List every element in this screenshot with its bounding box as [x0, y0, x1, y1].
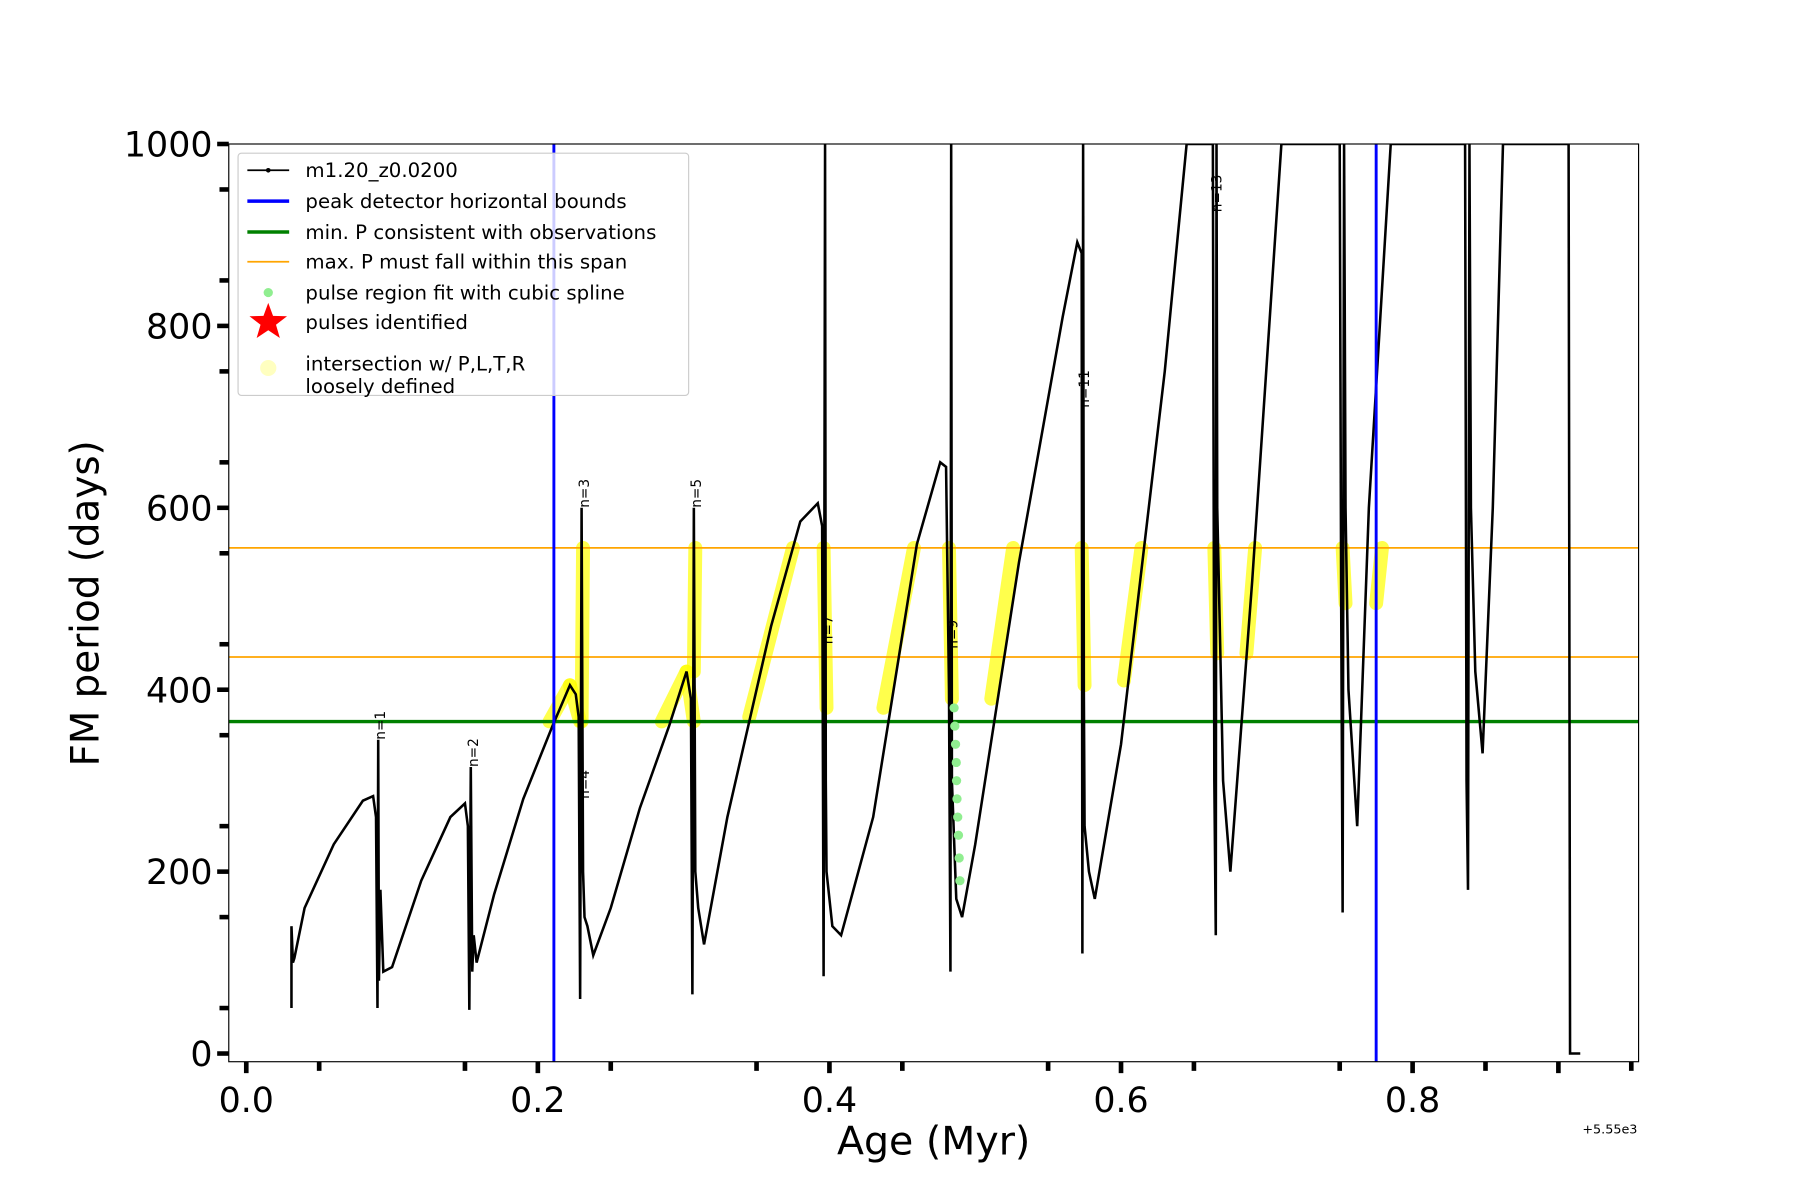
- y-tick-label: 800: [146, 308, 212, 348]
- pulse-annotation: n=13: [1210, 175, 1226, 213]
- y-tick-label: 400: [146, 672, 212, 712]
- spline-point: [950, 739, 961, 749]
- y-tick-label: 0: [190, 1035, 212, 1075]
- spline-point: [953, 830, 964, 840]
- legend-label: min. P consistent with observations: [305, 221, 656, 244]
- series-line: [290, 144, 1581, 1055]
- x-offset-label: +5.55e3: [1582, 1122, 1637, 1137]
- x-tick-label: 0.4: [802, 1081, 857, 1121]
- legend-label: pulse region fit with cubic spline: [305, 282, 624, 305]
- legend-label: intersection w/ P,L,T,R: [305, 352, 525, 375]
- pulse-annotation: n=4: [577, 770, 593, 799]
- intersection-region: [1116, 540, 1149, 688]
- intersection-region: [876, 540, 921, 715]
- legend-label: loosely defined: [305, 375, 455, 398]
- legend-bigdot-icon: [260, 360, 277, 376]
- legend-label: max. P must fall within this span: [305, 251, 627, 274]
- pulse-annotation: n=7: [820, 615, 836, 644]
- spline-point: [952, 794, 962, 804]
- axes-frame: [228, 143, 1640, 1063]
- x-axis-label: Age (Myr): [837, 1120, 1030, 1165]
- axis-ticks: 0 200 400 600 800 1000 0.0 0.2 0.4 0.6 0.8: [124, 126, 1634, 1121]
- y-axis-label: FM period (days): [63, 440, 108, 766]
- pulse-annotation: n=1: [373, 711, 389, 740]
- spline-point: [954, 853, 964, 863]
- pulse-annotation: n=2: [466, 738, 482, 767]
- y-tick-label: 600: [146, 490, 212, 530]
- legend-dot-icon: [265, 168, 271, 173]
- legend-label: m1.20_z0.0200: [305, 159, 457, 182]
- pulse-annotation: n=3: [577, 479, 593, 508]
- spline-point: [951, 757, 961, 768]
- x-tick-label: 0.6: [1093, 1081, 1148, 1121]
- legend-dot-icon: [263, 288, 273, 298]
- spline-point: [950, 721, 960, 731]
- spline-point: [953, 812, 963, 822]
- legend-label: peak detector horizontal bounds: [305, 190, 626, 213]
- x-tick-label: 0.8: [1385, 1081, 1440, 1121]
- y-tick-label: 1000: [124, 126, 213, 166]
- star-icon: [249, 302, 288, 339]
- legend-label: pulses identified: [305, 311, 467, 334]
- pulse-annotation: n=9: [946, 620, 962, 649]
- spline-point: [955, 876, 965, 886]
- pulse-annotation: n=5: [689, 479, 705, 508]
- spline-point: [951, 776, 962, 786]
- pulse-annotation: n=11: [1077, 370, 1093, 408]
- intersection-region: [984, 540, 1021, 706]
- spline-point: [949, 703, 959, 713]
- y-tick-label: 200: [146, 853, 212, 893]
- x-tick-label: 0.2: [510, 1081, 565, 1121]
- x-tick-label: 0.0: [219, 1081, 274, 1121]
